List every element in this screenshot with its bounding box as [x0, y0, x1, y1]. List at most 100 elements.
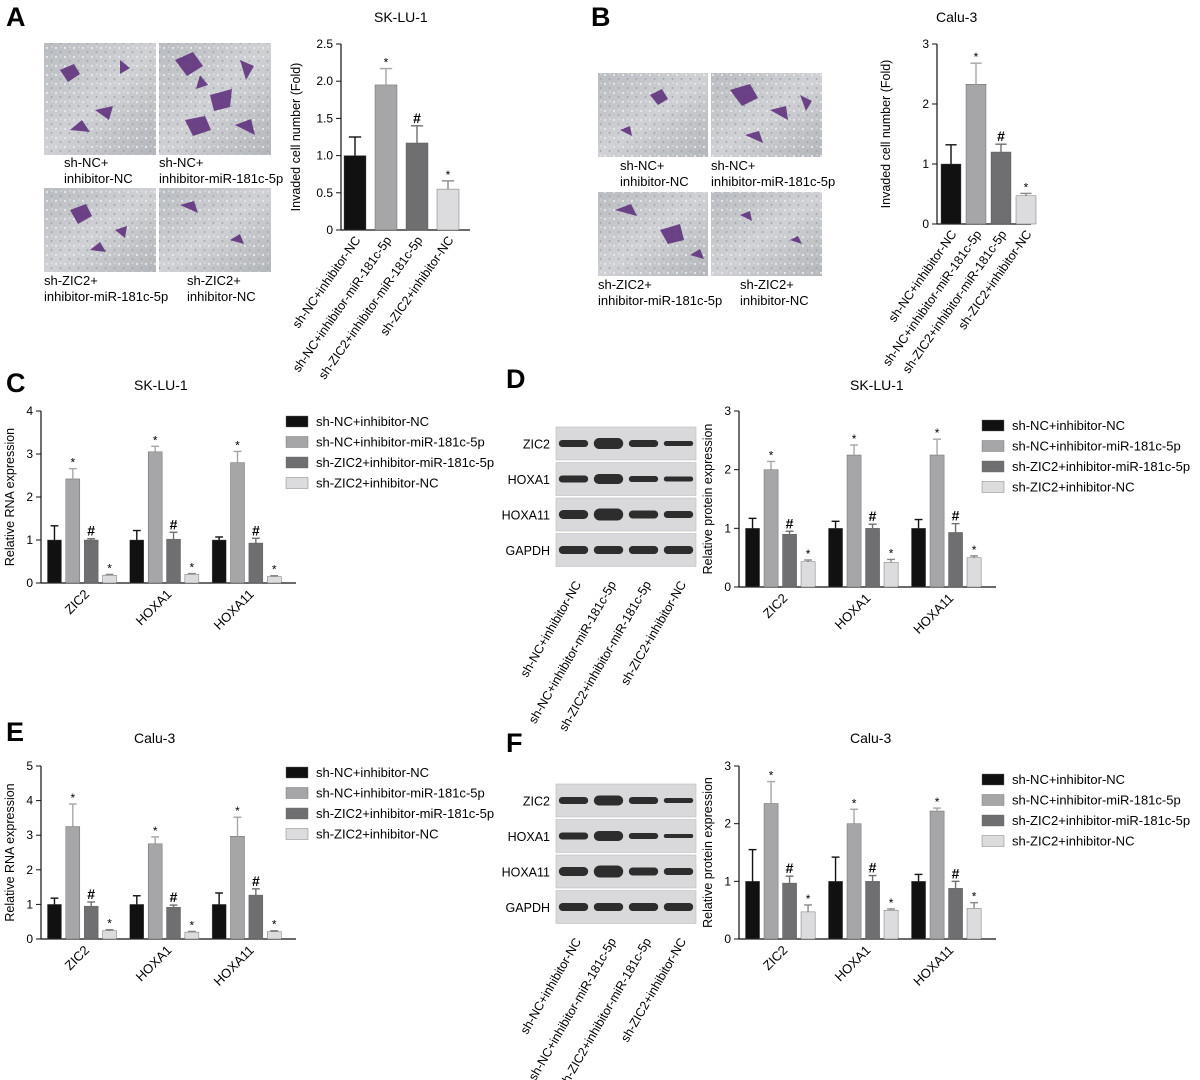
- western-blot-f: ZIC2 HOXA1 HOXA11 GAPDH sh-NC+inhibitor-NC sh…: [502, 783, 697, 1080]
- micrograph-a-3-texture: [44, 188, 156, 272]
- chart-b-bar-3: [1015, 195, 1037, 225]
- chart-e-bar-0-3: [102, 930, 117, 940]
- chart-c-bar-1-1: [147, 451, 163, 584]
- blot-d-lane-label-3: sh-ZIC2+inhibitor-NC: [618, 579, 689, 688]
- chart-a-ytick-label-5: 2.5: [316, 37, 333, 51]
- chart-e-bar-2-0: [211, 904, 227, 940]
- chart-c: SK-LU-1 0 1 2 3 4 Relative RNA expression * # * ZI…: [3, 377, 296, 633]
- chart-d-xtick-label-1: HOXA1: [832, 591, 874, 633]
- caption-a-3: sh-ZIC2+ inhibitor-miR-181c-5p: [44, 273, 168, 304]
- blot-d-band-0-1: [593, 438, 624, 449]
- legend-c-label-2: sh-ZIC2+inhibitor-miR-181c-5p: [316, 455, 494, 470]
- panel-label-e: E: [6, 717, 24, 747]
- caption-b-3: sh-ZIC2+ inhibitor-miR-181c-5p: [598, 277, 722, 308]
- legend-d: sh-NC+inhibitor-NC sh-NC+inhibitor-miR-18…: [981, 418, 1190, 495]
- blot-f-protein-label-0: ZIC2: [523, 795, 550, 809]
- chart-f-ytick-label-1: 1: [724, 874, 731, 888]
- chart-f-bar-0-1-sig-mark: *: [769, 769, 774, 783]
- legend-c: sh-NC+inhibitor-NC sh-NC+inhibitor-miR-18…: [285, 414, 494, 491]
- chart-e-bar-0-1-sig-mark: *: [70, 791, 75, 805]
- chart-a-ytick-label-3: 1.5: [316, 111, 333, 125]
- blot-d-protein-label-2: HOXA11: [502, 509, 550, 523]
- chart-e-xtick-label-1: HOXA1: [133, 943, 175, 985]
- blot-d-band-2-1: [593, 508, 624, 521]
- blot-f-band-1-3: [663, 834, 694, 838]
- chart-b-title: Calu-3: [936, 9, 977, 25]
- chart-a-bar-2: [405, 142, 429, 231]
- chart-e-xtick-label-2: HOXA11: [211, 943, 257, 989]
- chart-f-bar-2-2: [948, 888, 963, 940]
- chart-a-ylabel: Invaded cell number (Fold): [289, 63, 303, 212]
- legend-c-swatch-1: [285, 436, 309, 448]
- chart-c-ytick-label-1: 1: [26, 533, 33, 547]
- legend-c-swatch-0: [285, 415, 309, 428]
- chart-c-ylabel: Relative RNA expression: [3, 428, 17, 566]
- chart-e-bar-2-3: [267, 931, 282, 940]
- chart-a-bar-3-sig-mark: *: [446, 168, 451, 182]
- chart-d-bar-1-3: [883, 562, 899, 588]
- legend-c-label-0: sh-NC+inhibitor-NC: [316, 414, 429, 429]
- chart-f-bar-2-3-sig-mark: *: [972, 890, 977, 904]
- chart-a-ytick-label-4: 2.0: [316, 74, 333, 88]
- chart-e-bar-2-1: [230, 836, 245, 940]
- chart-d-bar-2-3: [966, 557, 982, 588]
- chart-f-bar-1-0: [828, 881, 843, 940]
- caption-a-1: sh-NC+ inhibitor-NC: [64, 155, 133, 186]
- chart-f-bar-0-0: [745, 881, 760, 940]
- chart-f-title: Calu-3: [850, 730, 891, 746]
- chart-e-title: Calu-3: [134, 730, 175, 746]
- chart-c-bar-0-1-sig-mark: *: [70, 456, 75, 470]
- chart-e-ytick-label-3: 3: [26, 828, 33, 842]
- chart-d-bar-0-2-sig-mark: #: [786, 515, 794, 531]
- blot-d-protein-label-0: ZIC2: [523, 438, 550, 452]
- chart-b-ytick-label-1: 1: [922, 157, 929, 171]
- chart-b-ytick-label-0: 0: [922, 217, 929, 231]
- chart-a-ytick-label-1: 0.5: [316, 186, 333, 200]
- legend-f-swatch-0: [981, 773, 1005, 786]
- chart-e-bar-1-0: [129, 904, 144, 940]
- panel-label-a: A: [6, 2, 26, 32]
- chart-e-bar-0-2: [83, 905, 99, 940]
- chart-f-bar-1-2: [865, 881, 880, 940]
- legend-d-swatch-2: [981, 460, 1005, 473]
- chart-e-bar-2-1-sig-mark: *: [235, 804, 240, 818]
- legend-d-swatch-1: [981, 440, 1005, 452]
- chart-c-title: SK-LU-1: [134, 377, 188, 393]
- blot-d-band-2-0: [558, 510, 589, 519]
- chart-c-bar-1-3: [184, 574, 200, 584]
- chart-e-bar-1-3: [184, 931, 200, 940]
- chart-e-bar-2-2: [248, 894, 264, 940]
- chart-f-bar-2-1: [929, 810, 945, 940]
- chart-e-bar-0-1: [65, 826, 81, 940]
- chart-c-bar-2-2-sig-mark: #: [252, 522, 260, 538]
- caption-a-4: sh-ZIC2+ inhibitor-NC: [187, 273, 256, 304]
- blot-f-band-1-0: [558, 832, 589, 840]
- chart-d-bar-1-2: [865, 528, 880, 588]
- chart-c-bar-2-1: [230, 462, 245, 584]
- chart-c-bar-0-3-sig-mark: *: [107, 561, 112, 575]
- chart-a-title: SK-LU-1: [374, 9, 428, 25]
- chart-d-xtick-label-2: HOXA11: [910, 591, 956, 637]
- blot-f-band-2-0: [558, 867, 589, 876]
- chart-c-bar-2-1-sig-mark: *: [235, 438, 240, 452]
- chart-d-ytick-label-3: 3: [724, 404, 731, 418]
- chart-a-bar-3: [436, 188, 460, 231]
- legend-f-swatch-2: [981, 814, 1005, 827]
- blot-f-lane-label-0: sh-NC+inhibitor-NC: [518, 936, 584, 1037]
- chart-d-bar-1-1-sig-mark: *: [852, 432, 857, 446]
- legend-c-label-3: sh-ZIC2+inhibitor-NC: [316, 476, 438, 491]
- blot-d-band-0-2: [628, 440, 659, 447]
- chart-c-bar-1-1-sig-mark: *: [153, 433, 158, 447]
- chart-c-bar-0-1: [65, 478, 81, 584]
- chart-d-title: SK-LU-1: [850, 377, 904, 393]
- chart-e-bar-1-2: [166, 906, 181, 940]
- western-blot-d: ZIC2 HOXA1 HOXA11 GAPDH sh-NC+inhibitor-NC sh…: [502, 426, 697, 734]
- caption-b-2: sh-NC+ inhibitor-miR-181c-5p: [711, 158, 835, 189]
- legend-e-swatch-0: [285, 766, 309, 779]
- legend-c-label-1: sh-NC+inhibitor-miR-181c-5p: [316, 435, 485, 450]
- blot-f-band-2-1: [593, 865, 624, 878]
- chart-d-bar-0-1: [763, 469, 779, 588]
- legend-c-swatch-3: [285, 477, 309, 489]
- chart-f-bar-0-2-sig-mark: #: [786, 860, 794, 876]
- chart-b-bar-1: [965, 83, 987, 225]
